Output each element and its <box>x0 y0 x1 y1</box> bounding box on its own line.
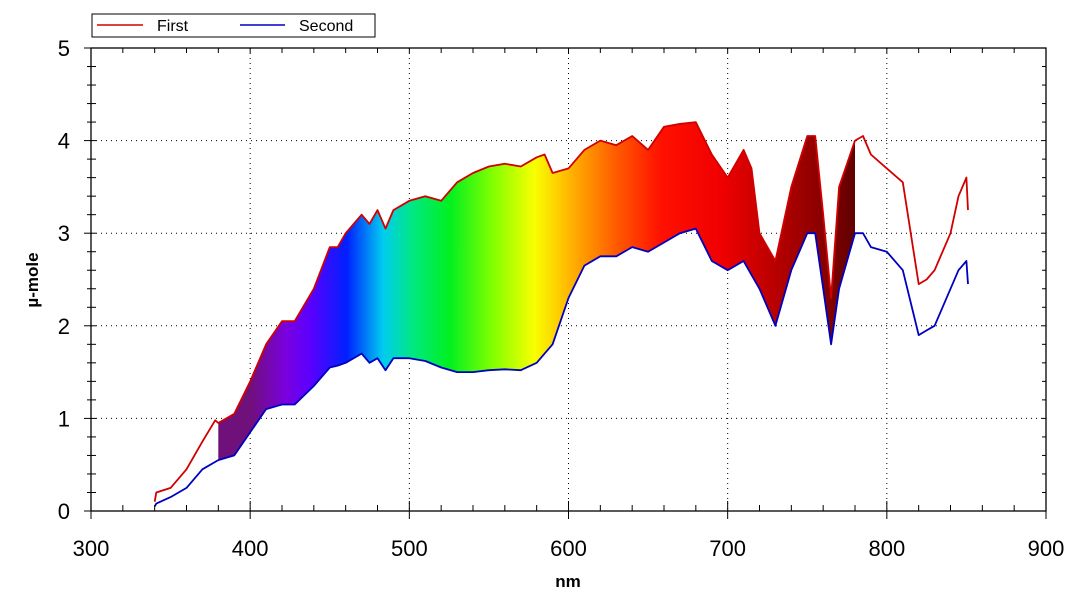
axes-frame <box>84 47 1047 519</box>
y-axis-title: µ-mole <box>23 252 42 307</box>
legend: First Second <box>91 13 376 38</box>
y-axis-tick-labels: 0 1 2 3 4 5 <box>58 36 70 524</box>
y-tick-label: 2 <box>58 314 70 339</box>
x-tick-label: 700 <box>709 536 746 561</box>
series-lines <box>153 121 969 507</box>
x-axis-title: nm <box>555 572 581 591</box>
x-tick-label: 900 <box>1028 536 1065 561</box>
legend-second-label: Second <box>299 18 353 35</box>
y-tick-label: 4 <box>58 129 70 154</box>
spectrum-fill-area <box>218 122 856 461</box>
x-tick-label: 300 <box>73 536 110 561</box>
x-tick-label: 800 <box>868 536 905 561</box>
spectrum-fill <box>218 122 856 461</box>
y-tick-label: 3 <box>58 221 70 246</box>
x-axis-tick-labels: 300 400 500 600 700 800 900 <box>73 536 1065 561</box>
series-line-first <box>153 121 969 502</box>
y-tick-label: 0 <box>58 499 70 524</box>
legend-box <box>91 13 376 38</box>
x-tick-label: 600 <box>550 536 587 561</box>
x-tick-label: 400 <box>232 536 269 561</box>
y-tick-label: 5 <box>58 36 70 61</box>
y-tick-label: 1 <box>58 406 70 431</box>
legend-first-label: First <box>157 18 189 35</box>
series-line-second <box>153 227 969 507</box>
x-tick-label: 500 <box>391 536 428 561</box>
